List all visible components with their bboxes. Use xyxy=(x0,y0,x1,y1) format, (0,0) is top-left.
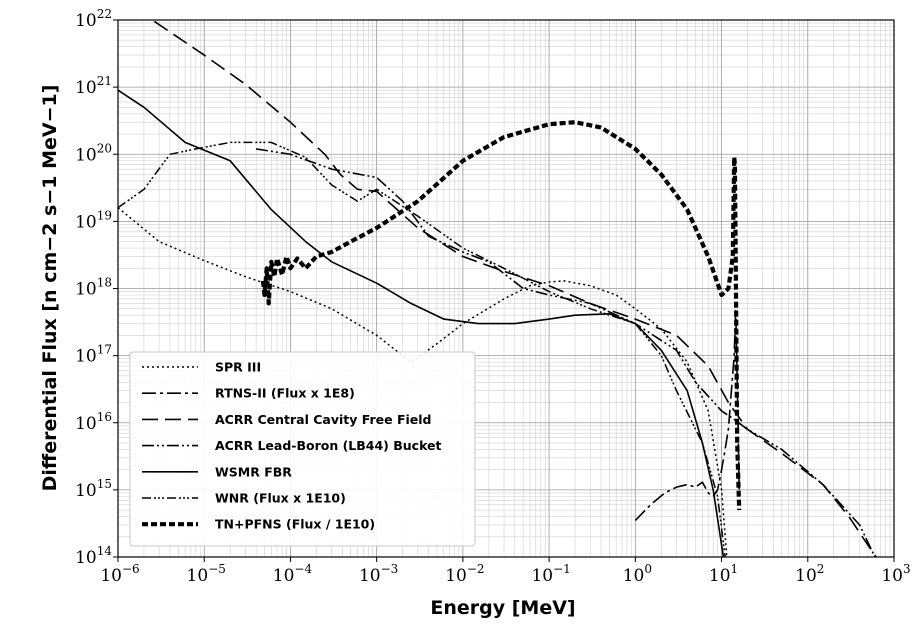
series-line-acrr-central-cavity-free-field xyxy=(150,20,877,557)
axis-ticks: 10−6 10−5 10−4 10−3 10−2 10−1 100 101 102 103 1014… xyxy=(75,7,911,586)
x-tick-label: 10−2 xyxy=(445,562,484,586)
y-tick-label: 1014 xyxy=(75,544,112,568)
x-tick-label: 10−6 xyxy=(100,562,139,586)
series-line-rtns-ii-flux-x-1e8 xyxy=(634,307,740,522)
legend-label-spr-iii: SPR III xyxy=(215,360,261,375)
x-tick-label: 10−5 xyxy=(187,562,226,586)
legend-box xyxy=(129,351,476,547)
series-line-tn-pfns-flux-1e10 xyxy=(260,120,742,511)
y-tick-label: 1022 xyxy=(75,7,112,31)
x-tick-label: 100 xyxy=(623,562,652,586)
legend-label-wnr-flux-x-1e10: WNR (Flux x 1E10) xyxy=(215,491,346,506)
legend: SPR III RTNS-II (Flux x 1E8) ACRR Central … xyxy=(129,351,476,547)
x-tick-label: 10−1 xyxy=(531,562,570,586)
y-tick-label: 1020 xyxy=(75,141,112,165)
x-tick-label: 10−4 xyxy=(273,562,313,586)
y-axis-title: Differential Flux [n cm−2 s−1 MeV−1] xyxy=(39,85,61,492)
legend-label-acrr-central-cavity-free-field: ACRR Central Cavity Free Field xyxy=(215,412,431,427)
y-tick-label: 1021 xyxy=(75,74,112,98)
series-line-wnr-flux-x-1e10 xyxy=(118,141,726,557)
legend-label-acrr-lead-boron-lb44-bucket: ACRR Lead-Boron (LB44) Bucket xyxy=(215,438,442,453)
legend-label-rtns-ii-flux-x-1e8: RTNS-II (Flux x 1E8) xyxy=(215,386,355,401)
x-tick-label: 101 xyxy=(709,562,738,586)
y-tick-label: 1015 xyxy=(75,477,112,501)
y-tick-label: 1019 xyxy=(75,208,112,232)
x-tick-label: 103 xyxy=(881,562,910,586)
series-line-wsmr-fbr xyxy=(118,89,725,557)
y-tick-label: 1018 xyxy=(75,276,112,300)
series-line-acrr-lead-boron-lb44-bucket xyxy=(255,148,876,557)
legend-label-wsmr-fbr: WSMR FBR xyxy=(215,464,292,479)
legend-label-tn-pfns-flux-1e10: TN+PFNS (Flux / 1E10) xyxy=(215,517,375,532)
y-tick-label: 1016 xyxy=(75,410,112,434)
series-lines xyxy=(118,20,877,557)
y-tick-label: 1017 xyxy=(75,343,112,367)
x-tick-label: 10−3 xyxy=(359,562,398,586)
x-tick-label: 102 xyxy=(795,562,824,586)
x-axis-title: Energy [MeV] xyxy=(430,597,575,619)
